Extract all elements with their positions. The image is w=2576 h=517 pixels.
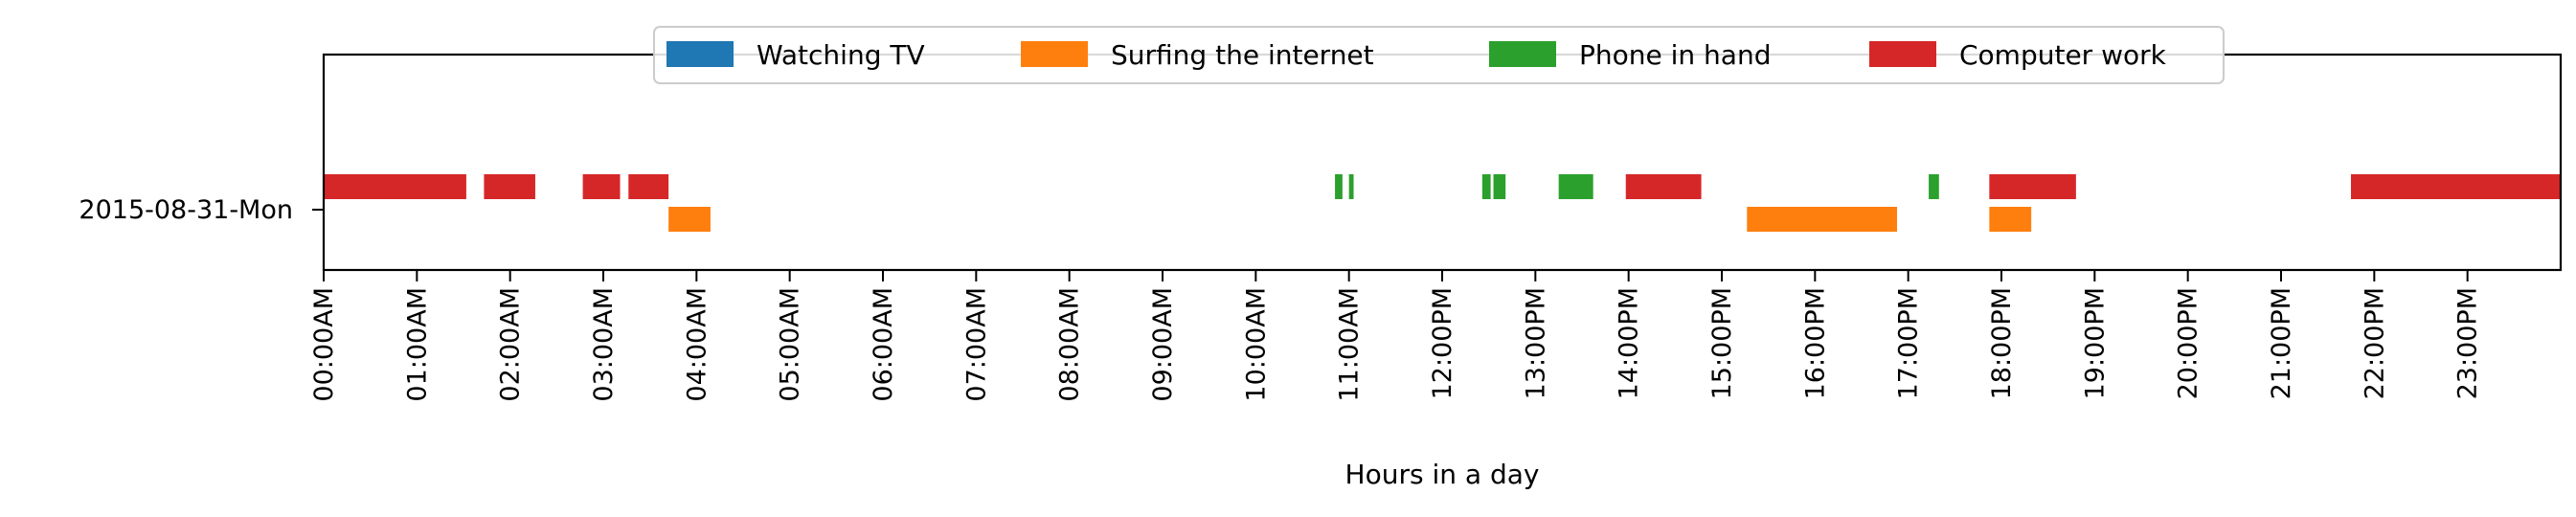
legend-box xyxy=(653,26,2225,84)
x-tick-label: 04:00AM xyxy=(682,287,712,402)
x-tick-label: 03:00AM xyxy=(589,287,619,402)
legend-label: Computer work xyxy=(1959,39,2167,71)
x-tick-label: 15:00PM xyxy=(1707,287,1737,399)
bar-computer-work xyxy=(484,174,535,199)
x-tick-label: 00:00AM xyxy=(309,287,339,402)
x-tick-label: 17:00PM xyxy=(1894,287,1924,399)
x-tick-label: 12:00PM xyxy=(1428,287,1457,399)
x-tick-label: 23:00PM xyxy=(2453,287,2483,399)
x-tick-label: 01:00AM xyxy=(402,287,432,402)
x-axis-label: Hours in a day xyxy=(1345,459,1540,490)
bar-computer-work xyxy=(582,174,621,199)
x-tick-label: 20:00PM xyxy=(2174,287,2203,399)
x-tick-label: 10:00AM xyxy=(1241,287,1271,402)
x-tick-label: 18:00PM xyxy=(1987,287,2017,399)
bar-phone-in-hand xyxy=(1558,174,1593,199)
bar-surfing-the-internet xyxy=(668,207,711,232)
legend-label: Watching TV xyxy=(757,39,925,71)
x-tick-label: 11:00AM xyxy=(1335,287,1365,402)
plot-frame xyxy=(322,53,2563,272)
bars-layer xyxy=(324,174,2561,232)
legend-swatch xyxy=(1489,41,1556,67)
legend-swatch xyxy=(1021,41,1088,67)
x-tick-label: 08:00AM xyxy=(1055,287,1085,402)
bar-computer-work xyxy=(324,174,466,199)
legend-swatch xyxy=(1869,41,1936,67)
legend-label: Phone in hand xyxy=(1579,39,1771,71)
bar-surfing-the-internet xyxy=(1989,207,2032,232)
bar-computer-work xyxy=(1989,174,2076,199)
bar-phone-in-hand xyxy=(1929,174,1939,199)
bar-computer-work xyxy=(628,174,669,199)
legend-swatch xyxy=(667,41,734,67)
bar-phone-in-hand xyxy=(1481,174,1491,199)
x-tick-label: 02:00AM xyxy=(496,287,526,402)
x-tick-label: 22:00PM xyxy=(2360,287,2389,399)
y-tick-label: 2015-08-31-Mon xyxy=(79,195,293,225)
bar-phone-in-hand xyxy=(1335,174,1343,199)
x-tick-label: 21:00PM xyxy=(2267,287,2296,399)
x-tick-label: 05:00AM xyxy=(776,287,805,402)
bar-surfing-the-internet xyxy=(1747,207,1897,232)
legend-label: Surfing the internet xyxy=(1111,39,1374,71)
x-tick-label: 06:00AM xyxy=(869,287,898,402)
bar-phone-in-hand xyxy=(1493,174,1506,199)
x-tick-label: 09:00AM xyxy=(1148,287,1178,402)
x-tick-label: 16:00PM xyxy=(1800,287,1830,399)
bar-computer-work xyxy=(2351,174,2561,199)
x-tick-label: 07:00AM xyxy=(961,287,991,402)
x-tick-label: 19:00PM xyxy=(2080,287,2110,399)
x-tick-label: 13:00PM xyxy=(1521,287,1550,399)
bar-computer-work xyxy=(1625,174,1702,199)
y-axis: 2015-08-31-Mon xyxy=(79,195,324,225)
x-axis: 00:00AM 01:00AM 02:00AM 03:00AM 04:00AM 05:00… xyxy=(309,270,2483,402)
bar-phone-in-hand xyxy=(1348,174,1354,199)
legend: Watching TV Surfing the internet Phone in … xyxy=(653,26,2225,84)
x-tick-label: 14:00PM xyxy=(1615,287,1644,399)
